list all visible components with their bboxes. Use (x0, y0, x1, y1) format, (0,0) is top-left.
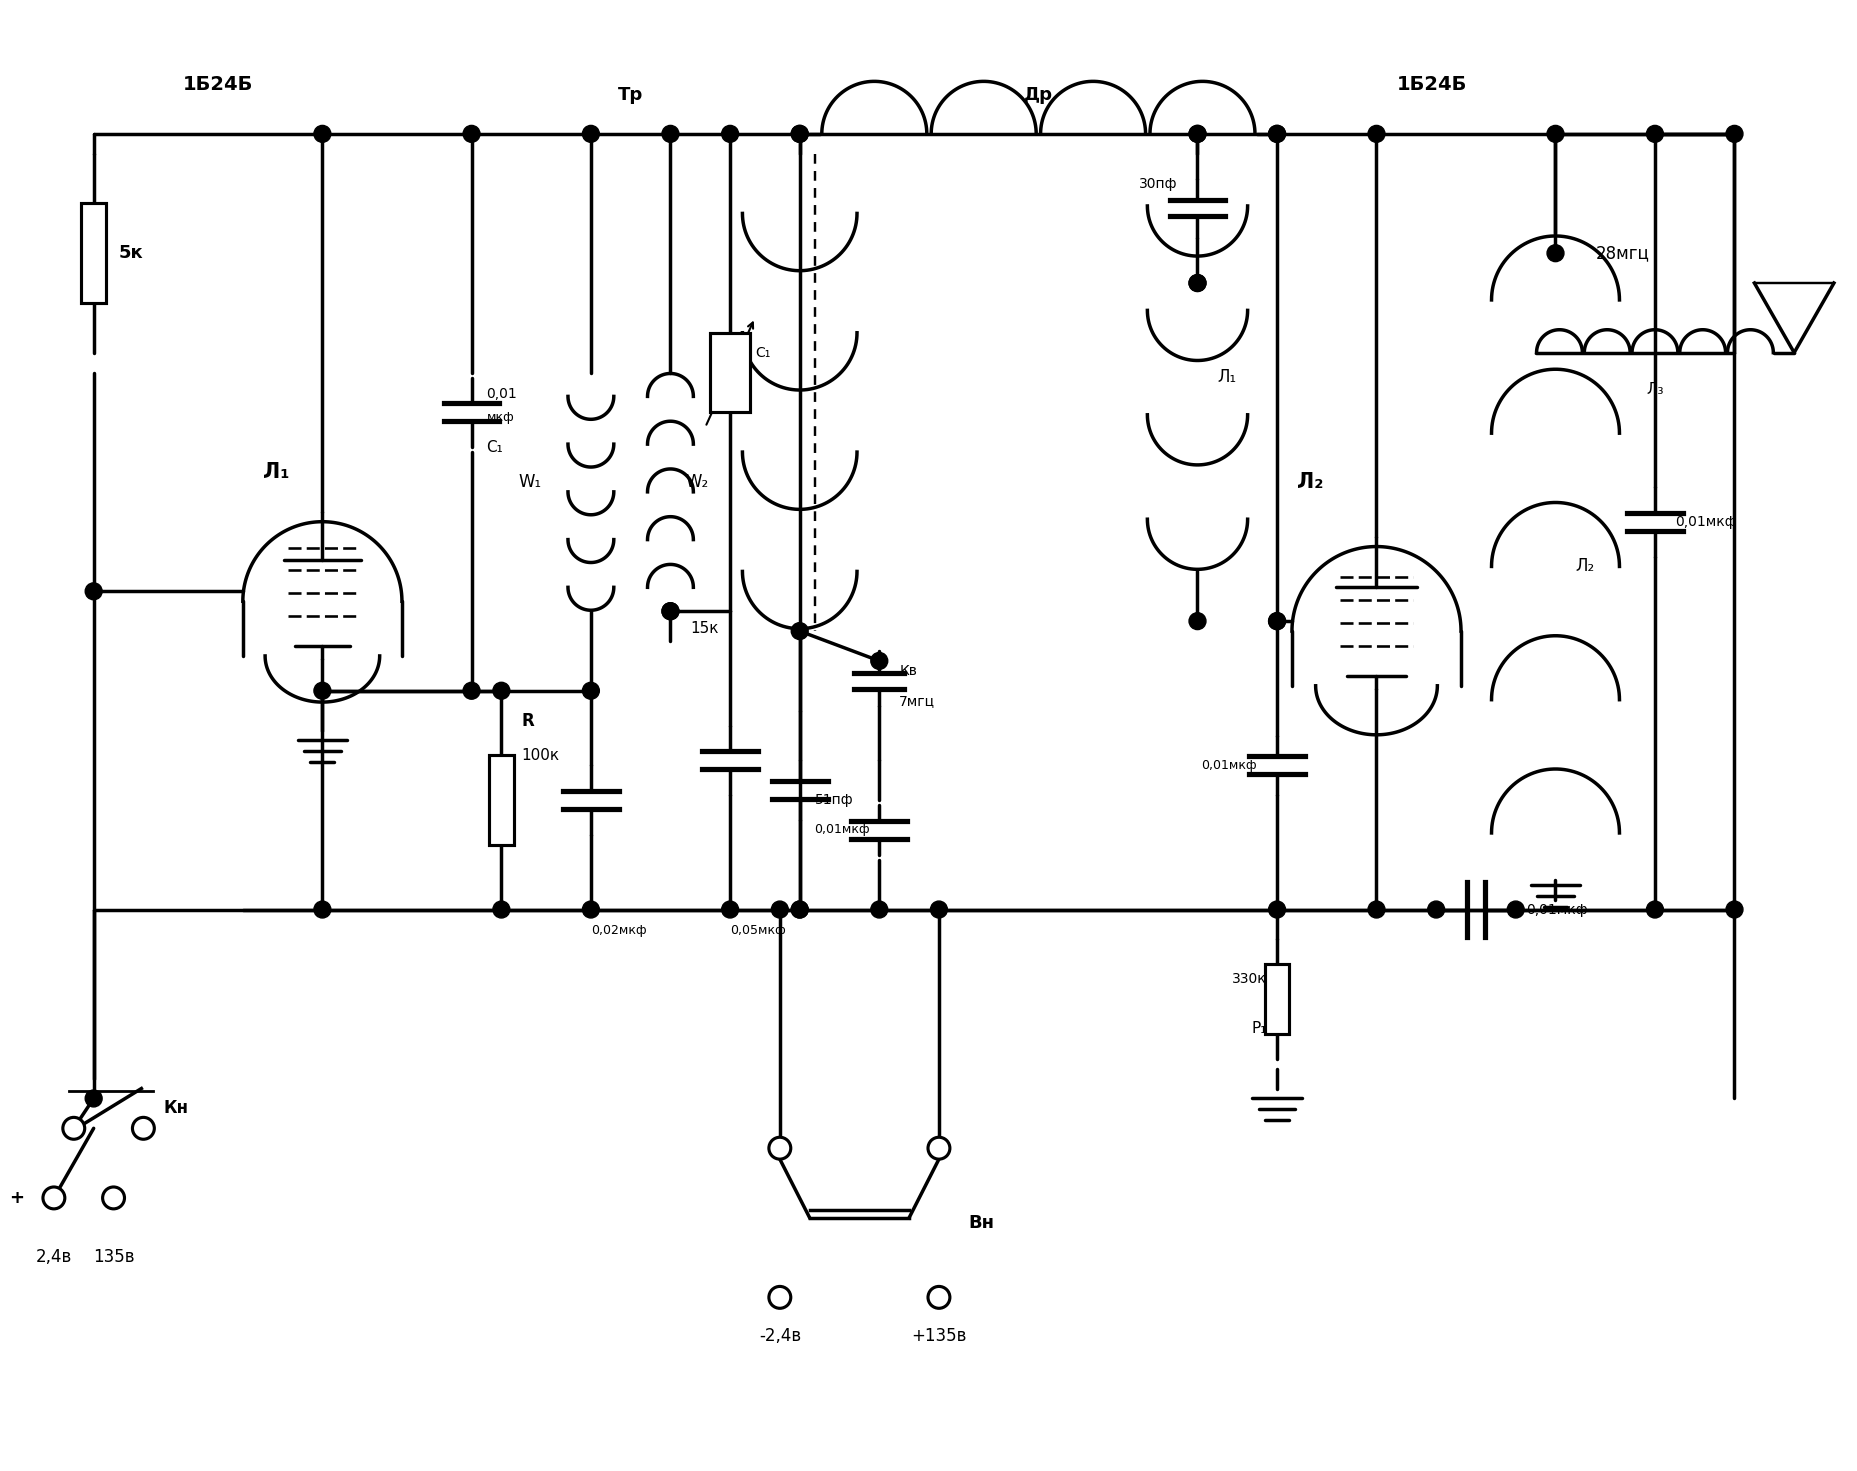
Bar (1265, 964, 1289, 1034)
Text: -2,4в: -2,4в (758, 1327, 800, 1344)
Text: Л₂: Л₂ (1296, 472, 1322, 491)
Circle shape (43, 1187, 65, 1209)
Text: Кн: Кн (163, 1099, 188, 1118)
Text: Л₄: Л₄ (730, 374, 750, 391)
Circle shape (314, 683, 331, 699)
Circle shape (85, 583, 102, 600)
Circle shape (930, 902, 947, 918)
Text: 0,01: 0,01 (487, 387, 516, 402)
Text: 51пф: 51пф (813, 793, 852, 808)
Text: Л₁: Л₁ (262, 462, 290, 482)
Circle shape (871, 653, 888, 669)
Circle shape (1188, 125, 1205, 143)
Text: 15к: 15к (691, 621, 719, 635)
Text: Р₁: Р₁ (1252, 1021, 1266, 1037)
Bar (82, 203, 106, 303)
Text: Л₁: Л₁ (1216, 369, 1237, 387)
Circle shape (791, 622, 808, 640)
Circle shape (1188, 613, 1205, 630)
Circle shape (791, 902, 808, 918)
Text: Л₂: Л₂ (1575, 558, 1593, 575)
Circle shape (1725, 125, 1742, 143)
Text: Кв: Кв (899, 663, 917, 678)
Circle shape (791, 125, 808, 143)
Circle shape (1188, 275, 1205, 291)
Circle shape (1268, 125, 1285, 143)
Text: Вн: Вн (967, 1214, 993, 1231)
Text: 5к: 5к (119, 244, 143, 262)
Circle shape (1268, 613, 1285, 630)
Circle shape (102, 1187, 124, 1209)
Circle shape (661, 603, 678, 619)
Text: 0,02мкф: 0,02мкф (591, 924, 646, 937)
Text: +135в: +135в (910, 1327, 966, 1344)
Circle shape (1188, 275, 1205, 291)
Text: 1Б24Б: 1Б24Б (184, 75, 253, 94)
Text: 100к: 100к (522, 747, 559, 763)
Circle shape (771, 902, 787, 918)
Text: 0,01мкф: 0,01мкф (813, 824, 869, 837)
Circle shape (721, 125, 739, 143)
Text: 1Б24Б: 1Б24Б (1396, 75, 1465, 94)
Circle shape (1547, 125, 1564, 143)
Circle shape (661, 125, 678, 143)
Text: 0,01мкф: 0,01мкф (1525, 903, 1586, 916)
Circle shape (581, 125, 600, 143)
Circle shape (581, 683, 600, 699)
Circle shape (492, 683, 509, 699)
Text: 2,4в: 2,4в (35, 1247, 72, 1265)
Circle shape (1426, 902, 1445, 918)
Circle shape (927, 1137, 949, 1159)
Circle shape (1367, 902, 1383, 918)
Circle shape (1725, 902, 1742, 918)
Circle shape (462, 125, 479, 143)
Circle shape (791, 902, 808, 918)
Text: 135в: 135в (93, 1247, 134, 1265)
Circle shape (1367, 125, 1383, 143)
Circle shape (1268, 902, 1285, 918)
Circle shape (1268, 613, 1285, 630)
Text: 330к: 330к (1231, 972, 1266, 986)
Circle shape (1506, 902, 1523, 918)
Text: 28мгц: 28мгц (1595, 244, 1649, 262)
Circle shape (1547, 244, 1564, 262)
Bar (709, 332, 750, 412)
Text: 0,05мкф: 0,05мкф (730, 924, 786, 937)
Bar (488, 756, 514, 844)
Text: Л₃: Л₃ (1645, 382, 1662, 397)
Text: W₁: W₁ (518, 472, 540, 491)
Circle shape (927, 1287, 949, 1308)
Circle shape (1268, 125, 1285, 143)
Circle shape (769, 1287, 791, 1308)
Circle shape (462, 683, 479, 699)
Circle shape (63, 1118, 85, 1139)
Text: Др: Др (1023, 85, 1053, 104)
Circle shape (791, 125, 808, 143)
Circle shape (85, 1090, 102, 1106)
Text: мкф: мкф (487, 410, 514, 424)
Text: 30пф: 30пф (1138, 177, 1177, 191)
Circle shape (1188, 125, 1205, 143)
Text: 7мгц: 7мгц (899, 694, 934, 708)
Text: С₁: С₁ (487, 440, 503, 455)
Circle shape (581, 902, 600, 918)
Text: Тр: Тр (618, 85, 643, 104)
Text: С₁: С₁ (754, 346, 771, 359)
Circle shape (132, 1118, 154, 1139)
Circle shape (871, 902, 888, 918)
Circle shape (1645, 125, 1662, 143)
Circle shape (1645, 902, 1662, 918)
Circle shape (314, 125, 331, 143)
Text: 0,01мкф: 0,01мкф (1673, 515, 1736, 528)
Circle shape (314, 902, 331, 918)
Text: R: R (522, 712, 533, 730)
Circle shape (769, 1137, 791, 1159)
Text: +: + (9, 1189, 24, 1206)
Text: W₂: W₂ (685, 472, 708, 491)
Circle shape (661, 603, 678, 619)
Circle shape (492, 902, 509, 918)
Circle shape (721, 902, 739, 918)
Text: 0,01мкф: 0,01мкф (1201, 759, 1257, 772)
